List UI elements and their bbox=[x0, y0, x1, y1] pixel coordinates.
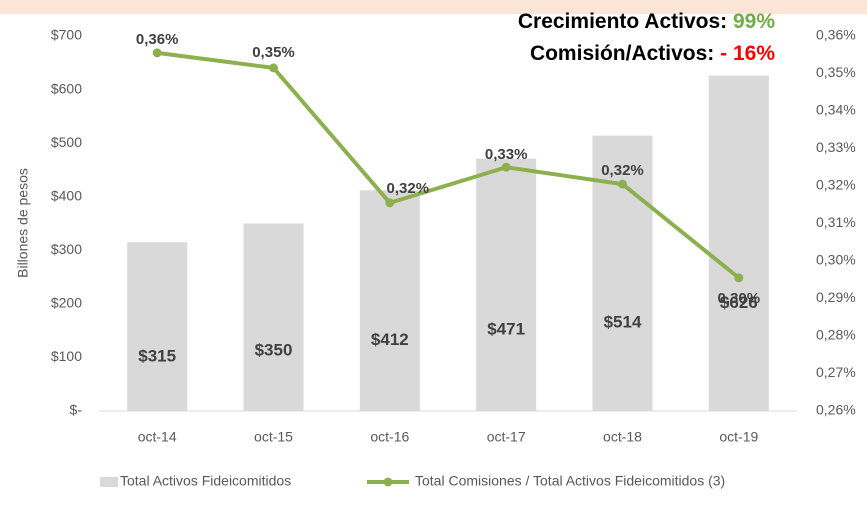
bar-value-label: $514 bbox=[604, 312, 642, 331]
bar-value-label: $626 bbox=[720, 293, 758, 312]
bar-value-label: $315 bbox=[138, 346, 176, 365]
y2-tick-label: 0,31% bbox=[816, 214, 856, 230]
y2-tick-label: 0,30% bbox=[816, 252, 856, 268]
headline-value: - 16% bbox=[720, 42, 775, 65]
line-point bbox=[385, 198, 395, 208]
y2-tick-label: 0,28% bbox=[816, 327, 856, 343]
line-point bbox=[501, 162, 511, 172]
x-tick-label: oct-14 bbox=[138, 429, 177, 445]
legend-label: Total Comisiones / Total Activos Fideico… bbox=[415, 473, 725, 489]
bar bbox=[243, 223, 304, 411]
headline-label: Crecimiento Activos: bbox=[518, 10, 733, 33]
y-tick-label: $- bbox=[70, 402, 83, 418]
bar-value-label: $471 bbox=[487, 320, 525, 339]
y-tick-label: $400 bbox=[51, 187, 82, 203]
y-tick-label: $500 bbox=[51, 134, 82, 150]
legend-label: Total Activos Fideicomitidos bbox=[120, 473, 291, 489]
y2-tick-label: 0,32% bbox=[816, 177, 856, 193]
headline: Comisión/Activos: - 16% bbox=[530, 42, 775, 65]
y-tick-label: $600 bbox=[51, 80, 82, 96]
y2-tick-label: 0,27% bbox=[816, 364, 856, 380]
y2-tick-label: 0,29% bbox=[816, 289, 856, 305]
y2-tick-label: 0,36% bbox=[816, 27, 856, 43]
bar bbox=[708, 75, 769, 412]
y-tick-label: $300 bbox=[51, 241, 82, 257]
x-tick-label: oct-17 bbox=[487, 429, 526, 445]
line bbox=[156, 50, 741, 280]
line-point bbox=[618, 179, 627, 189]
bar-value-label: $412 bbox=[371, 330, 409, 349]
line-point bbox=[269, 63, 278, 73]
line-value-label: 0,32% bbox=[601, 162, 644, 179]
legend-swatch bbox=[100, 477, 118, 487]
headline: Crecimiento Activos: 99% bbox=[518, 10, 775, 33]
line-value-label: 0,32% bbox=[387, 180, 430, 197]
bar-value-label: $350 bbox=[255, 340, 293, 359]
line-value-label: 0,30% bbox=[718, 290, 761, 307]
bar bbox=[476, 158, 537, 411]
y-tick-label: $700 bbox=[51, 27, 82, 43]
y2-tick-label: 0,33% bbox=[816, 139, 856, 155]
line-value-label: 0,35% bbox=[252, 44, 295, 61]
legend-swatch-point bbox=[383, 477, 393, 487]
headline-label: Comisión/Activos: bbox=[530, 42, 720, 65]
bar bbox=[359, 190, 420, 411]
line-point bbox=[734, 273, 744, 283]
y-tick-label: $100 bbox=[51, 348, 82, 364]
line-point bbox=[152, 48, 162, 58]
line-value-label: 0,33% bbox=[485, 146, 528, 163]
x-tick-label: oct-15 bbox=[254, 429, 293, 445]
headline-value: 99% bbox=[733, 10, 775, 33]
bar bbox=[127, 242, 188, 411]
top-band bbox=[0, 0, 867, 14]
y2-tick-label: 0,26% bbox=[816, 402, 856, 418]
y-axis-label: Billones de pesos bbox=[15, 168, 31, 278]
y2-tick-label: 0,35% bbox=[816, 64, 856, 80]
line-value-label: 0,36% bbox=[136, 31, 179, 48]
x-tick-label: oct-16 bbox=[370, 429, 409, 445]
y-tick-label: $200 bbox=[51, 295, 82, 311]
x-tick-label: oct-18 bbox=[603, 429, 642, 445]
x-tick-label: oct-19 bbox=[719, 429, 758, 445]
y2-tick-label: 0,34% bbox=[816, 102, 856, 118]
